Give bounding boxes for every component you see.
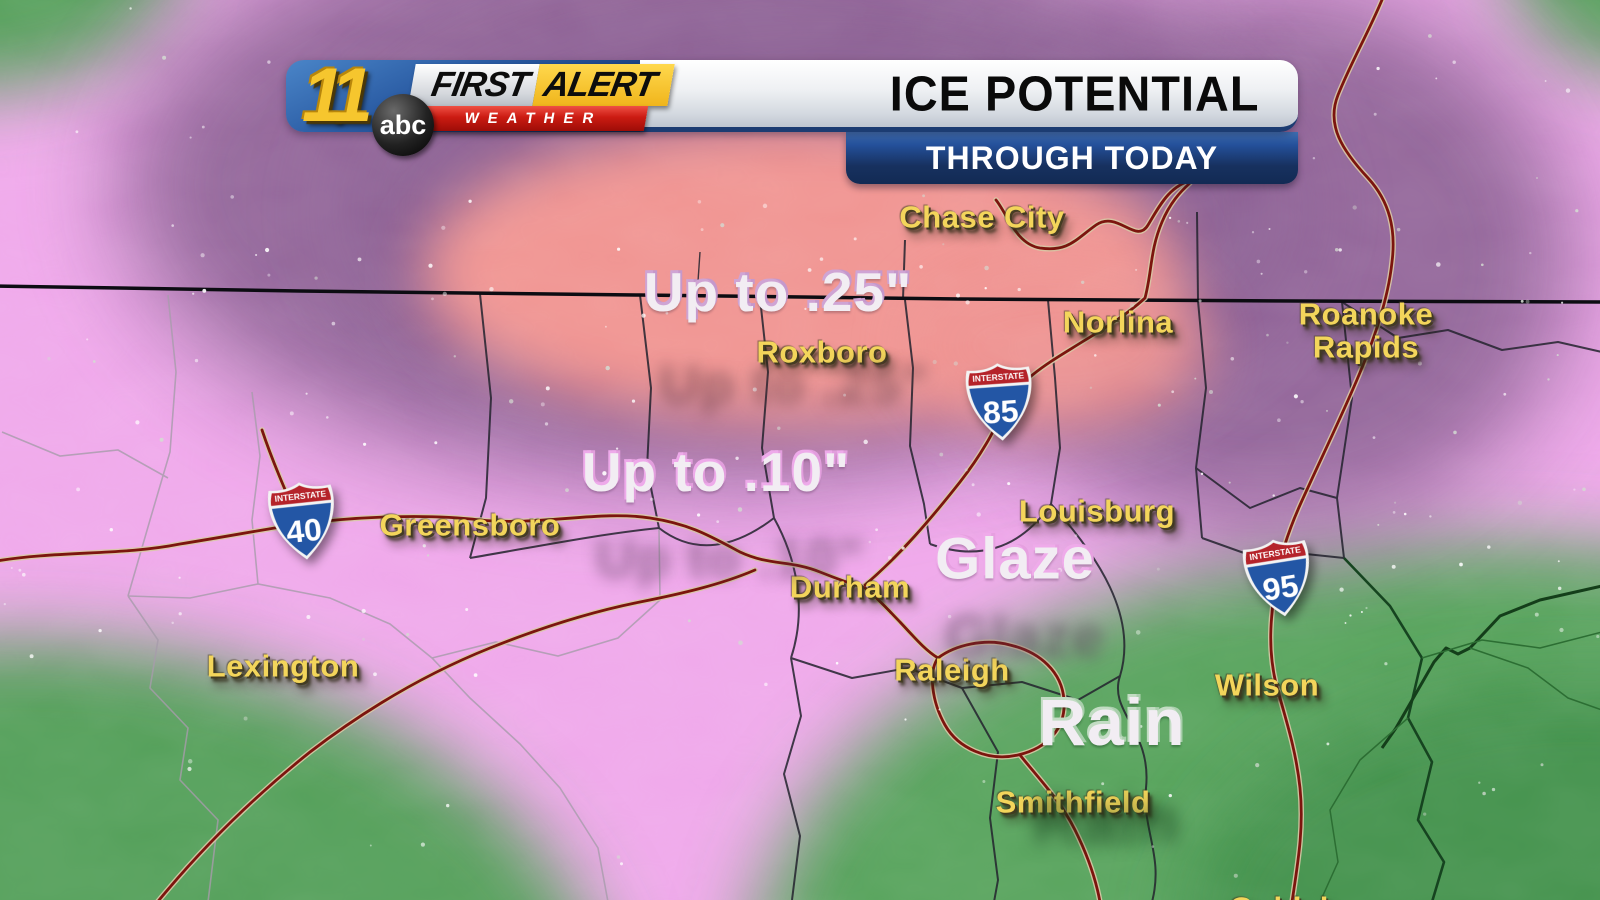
title-bar: 11 abc FIRST ALERT WEATHER ICE POTENTIAL xyxy=(286,53,1298,156)
title-bar-plate: ICE POTENTIAL xyxy=(640,60,1298,132)
header-banner: THROUGH TODAY 11 abc FIRST ALERT WEATHER… xyxy=(286,53,1298,190)
subtitle-bar: THROUGH TODAY xyxy=(846,132,1298,184)
state-line xyxy=(0,284,1600,304)
page-title: ICE POTENTIAL xyxy=(890,64,1260,121)
county-borders-green xyxy=(1320,557,1600,900)
first-alert-wordmark: FIRST ALERT xyxy=(408,64,675,106)
abc11-first-alert-logo: 11 abc FIRST ALERT WEATHER xyxy=(286,53,675,156)
weather-wordmark: WEATHER xyxy=(409,106,649,131)
abc-network-icon: abc xyxy=(372,94,434,156)
channel-11-logo: 11 xyxy=(302,53,373,138)
alert-wordmark: ALERT xyxy=(532,64,675,106)
county-borders xyxy=(469,211,1600,900)
first-wordmark: FIRST xyxy=(408,64,540,106)
roads-layer xyxy=(0,0,1393,900)
county-borders-west xyxy=(1,294,661,900)
subtitle-text: THROUGH TODAY xyxy=(925,139,1219,176)
